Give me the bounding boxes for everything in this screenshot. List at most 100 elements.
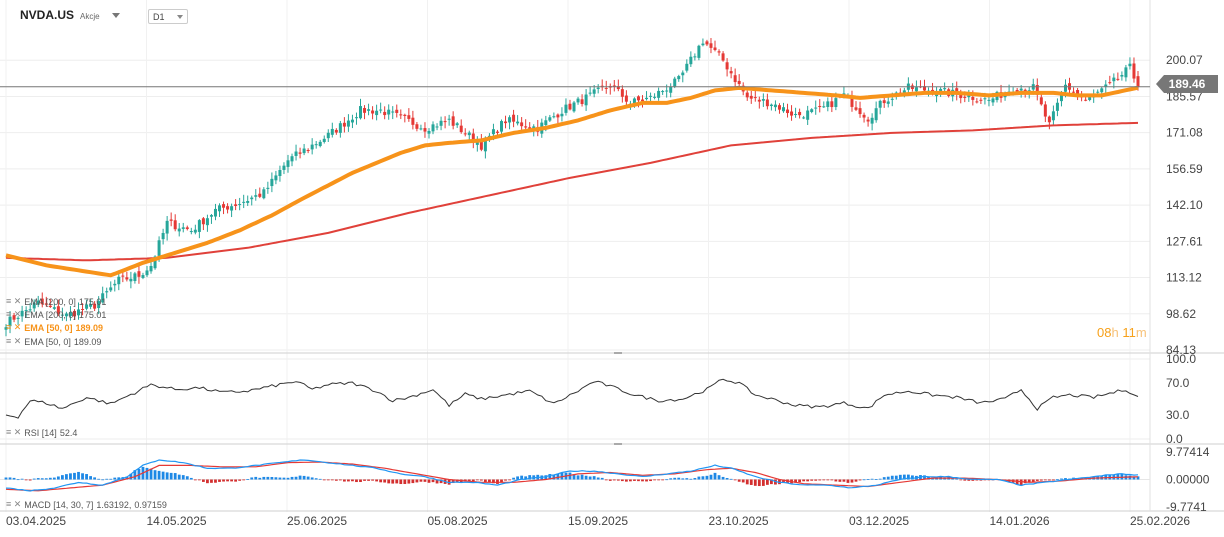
candle-body — [201, 218, 205, 225]
candle-body — [483, 137, 487, 152]
candle-body — [435, 126, 439, 128]
macd-histogram-bar — [927, 476, 930, 480]
menu-icon[interactable]: ≡ ✕ — [6, 322, 22, 332]
macd-histogram-bar — [693, 478, 697, 480]
macd-histogram-bar — [52, 477, 56, 480]
candle-body — [975, 101, 979, 103]
symbol-label: NVDA.US — [20, 8, 75, 22]
candle-body — [230, 206, 234, 211]
macd-histogram-bar — [242, 479, 246, 481]
timeframe-value: D1 — [153, 11, 165, 22]
macd-histogram-bar — [145, 467, 149, 480]
candle-body — [1039, 97, 1043, 105]
macd-line — [5, 459, 1139, 492]
candle-body — [653, 96, 657, 98]
countdown-hours-unit: h — [1111, 325, 1119, 340]
legend-ema50-a[interactable]: ≡ ✕ EMA [50, 0] 189.09 — [6, 322, 103, 333]
macd-histogram-bar — [749, 479, 753, 485]
instrument-dropdown-icon[interactable] — [111, 12, 120, 18]
macd-histogram-bar — [113, 477, 117, 480]
candle-body — [721, 53, 725, 61]
candle-body — [266, 187, 270, 189]
macd-histogram-bar — [355, 479, 358, 483]
candle-body — [222, 204, 226, 208]
candle-body — [902, 90, 906, 94]
candle-body — [113, 283, 117, 286]
candle-body — [56, 306, 60, 315]
countdown-hours: 08 — [1097, 325, 1112, 340]
candle-body — [20, 310, 24, 317]
candle-body — [141, 275, 145, 278]
legend-rsi[interactable]: ≡ ✕ RSI [14] 52.4 — [6, 427, 77, 438]
candle-body — [399, 114, 403, 116]
macd-histogram-bar — [737, 479, 741, 482]
macd-histogram-bar — [983, 479, 987, 481]
legend-ema200-a[interactable]: ≡ ✕ EMA [200, 0] 175.01 — [6, 296, 106, 307]
candle-body — [790, 111, 794, 116]
macd-histogram-bar — [40, 478, 44, 480]
candle-body — [604, 87, 608, 89]
candle-body — [467, 132, 471, 136]
time-axis: 03.04.2025 14.05.2025 25.06.2025 05.08.2025… — [6, 514, 1190, 528]
candle-body — [81, 308, 85, 310]
menu-icon[interactable]: ≡ ✕ — [6, 499, 22, 509]
macd-histogram-bar — [528, 475, 532, 480]
macd-histogram-bar — [697, 476, 701, 480]
macd-histogram-bar — [971, 479, 975, 481]
timeframe-select[interactable]: D1 — [148, 9, 188, 24]
candle-body — [1035, 84, 1039, 95]
macd-histogram-bar — [250, 477, 254, 480]
candle-body — [286, 160, 290, 167]
macd-histogram-bar — [878, 478, 882, 480]
macd-histogram-bar — [822, 479, 826, 481]
macd-histogram-bar — [701, 476, 705, 480]
legend-ema50-b[interactable]: ≡ ✕ EMA [50, 0] 189.09 — [6, 336, 101, 347]
macd-histogram-bar — [153, 470, 157, 480]
candle-body — [596, 87, 600, 89]
candle-body — [693, 56, 697, 58]
time-tick-label: 03.12.2025 — [849, 514, 909, 528]
menu-icon[interactable]: ≡ ✕ — [6, 309, 22, 319]
macd-histogram-bar — [798, 479, 802, 483]
macd-histogram-bar — [959, 479, 963, 481]
macd-histogram-bar — [818, 479, 822, 481]
macd-histogram-bar — [890, 475, 894, 480]
candle-body — [342, 122, 346, 127]
legend-name: EMA [200, 0] — [24, 309, 76, 320]
candle-body — [387, 109, 391, 115]
menu-icon[interactable]: ≡ ✕ — [6, 336, 22, 346]
legend-value: 189.09 — [75, 322, 104, 333]
candle-body — [52, 307, 56, 309]
grid-lines — [0, 0, 1150, 512]
macd-histogram-bar — [314, 478, 318, 480]
legend-ema200-b[interactable]: ≡ ✕ EMA [200, 0] 175.01 — [6, 309, 106, 320]
macd-histogram-bar — [391, 479, 395, 484]
macd-histogram-bar — [423, 479, 427, 482]
candle-body — [89, 304, 93, 307]
candle-body — [310, 144, 314, 150]
candle-body — [314, 144, 318, 146]
macd-histogram-bar — [898, 474, 902, 480]
candle-body — [193, 229, 197, 233]
candle-body — [169, 219, 173, 221]
legend-macd[interactable]: ≡ ✕ MACD [14, 30, 7] 1.63192, 0.97159 — [6, 499, 167, 510]
candle-body — [77, 309, 81, 316]
candle-body — [375, 110, 379, 116]
candle-body — [773, 104, 777, 108]
macd-histogram-bar — [782, 479, 785, 484]
macd-histogram-bar — [967, 479, 971, 481]
candle-body — [479, 141, 483, 150]
macd-histogram-bar — [689, 478, 693, 480]
candle-body — [874, 108, 878, 121]
macd-histogram-bar — [419, 479, 423, 482]
candle-body — [798, 111, 802, 116]
macd-histogram-bar — [512, 477, 515, 480]
menu-icon[interactable]: ≡ ✕ — [6, 296, 22, 306]
macd-histogram-bar — [842, 479, 846, 482]
candle-body — [1132, 63, 1136, 79]
menu-icon[interactable]: ≡ ✕ — [6, 427, 22, 437]
legend-name: MACD [14, 30, 7] — [24, 499, 94, 510]
candle-body — [185, 227, 189, 230]
rsi-panel — [5, 378, 1139, 419]
candle-body — [278, 170, 282, 177]
